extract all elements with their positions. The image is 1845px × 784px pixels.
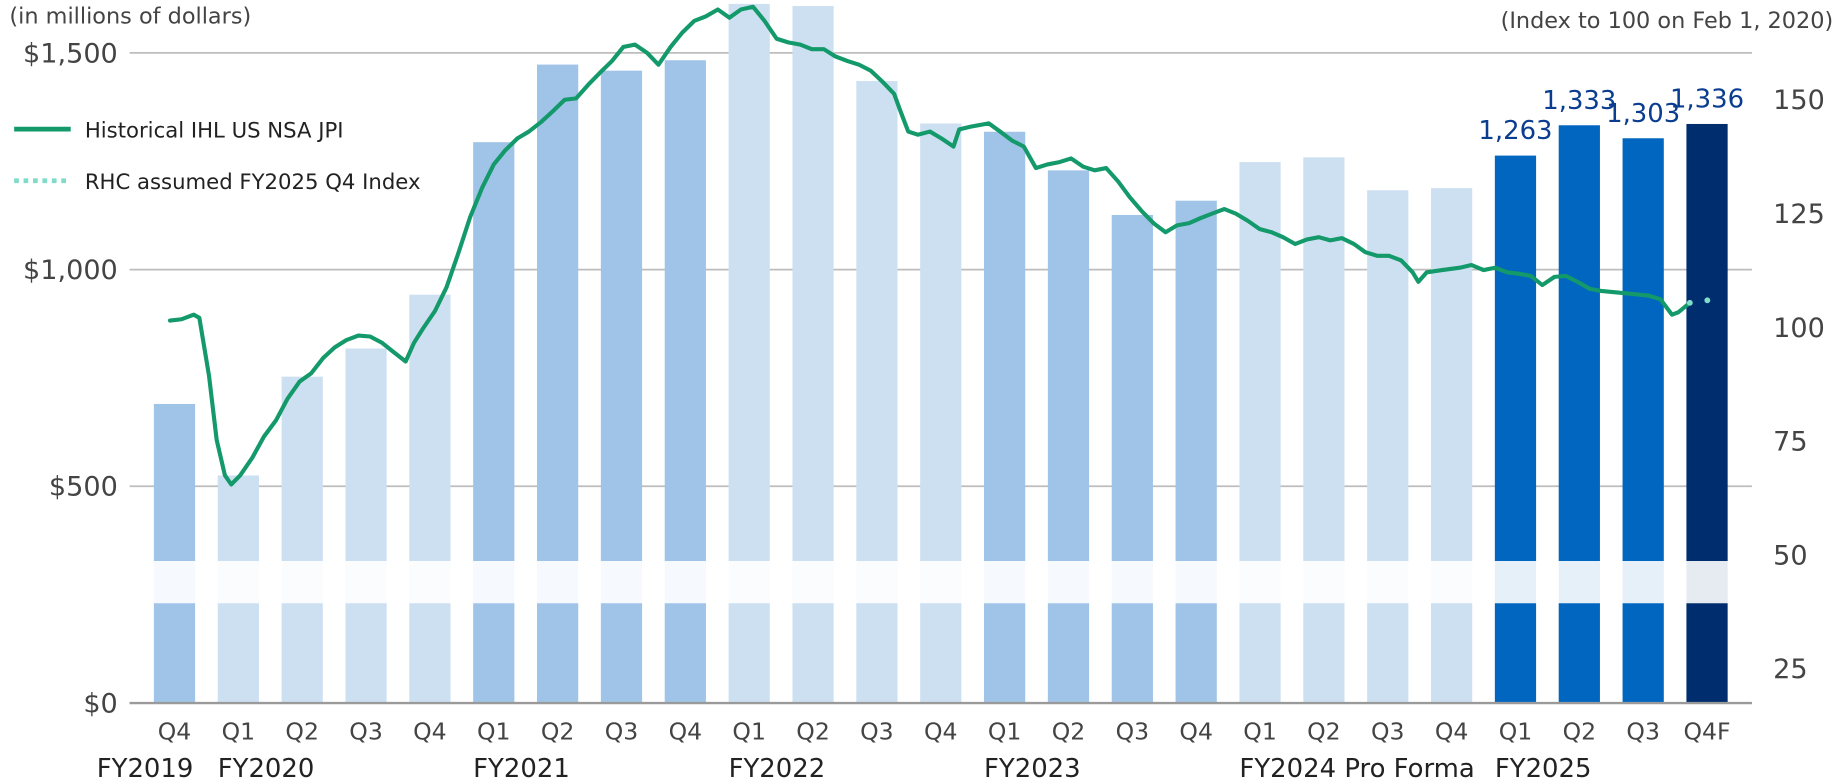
x-tick-label: Q3 <box>1116 717 1150 745</box>
y-tick-label: $1,000 <box>23 255 118 286</box>
bar <box>409 294 451 704</box>
x-tick-label: Q1 <box>1243 717 1277 745</box>
bar <box>1175 200 1217 704</box>
bar <box>1111 214 1153 704</box>
bar <box>1494 155 1537 704</box>
x-tick-label: Q3 <box>1626 717 1660 745</box>
group-label: FY2019 <box>97 754 194 784</box>
group-label: FY2023 <box>984 754 1081 784</box>
bar <box>1367 190 1409 704</box>
bar <box>1686 123 1728 704</box>
bar <box>473 142 515 704</box>
x-tick-label: Q1 <box>988 717 1022 745</box>
bar-value-label: 1,263 <box>1478 116 1552 146</box>
x-tick-label: Q2 <box>1052 717 1086 745</box>
x-tick-label: Q4 <box>158 717 192 745</box>
series-line <box>167 4 1692 487</box>
x-tick-label: Q2 <box>1563 717 1597 745</box>
group-label: FY2020 <box>218 754 315 784</box>
x-tick-label: Q3 <box>605 717 639 745</box>
series-line <box>1686 295 1725 306</box>
x-tick-label: Q1 <box>732 717 766 745</box>
axis-break <box>142 561 1754 604</box>
bar <box>1047 170 1090 704</box>
y2-tick-label: 100 <box>1773 313 1825 344</box>
x-tick-label: Q2 <box>796 717 830 745</box>
y-tick-label: $500 <box>49 472 118 503</box>
right-axis-note: (Index to 100 on Feb 1, 2020) <box>1501 8 1834 34</box>
bar <box>537 64 579 704</box>
x-tick-label: Q3 <box>1371 717 1405 745</box>
y-tick-label: $0 <box>83 688 117 719</box>
bar <box>984 131 1026 704</box>
y2-tick-label: 75 <box>1773 427 1807 458</box>
x-tick-label: Q4 <box>669 717 703 745</box>
bar <box>345 348 387 704</box>
bar-value-label: 1,303 <box>1606 99 1680 129</box>
x-tick-label: Q4 <box>1179 717 1213 745</box>
bar-value-label: 1,336 <box>1670 85 1744 115</box>
bar <box>664 60 706 704</box>
y2-tick-label: 50 <box>1773 540 1807 571</box>
bar <box>1239 162 1281 704</box>
bar <box>856 81 898 704</box>
x-tick-label: Q4 <box>924 717 958 745</box>
x-tick-label: Q2 <box>285 717 319 745</box>
bar-value-label: 1,333 <box>1542 86 1616 116</box>
bar <box>153 403 196 704</box>
x-tick-label: Q4F <box>1684 717 1731 745</box>
x-tick-label: Q2 <box>1307 717 1341 745</box>
legend-label: RHC assumed FY2025 Q4 Index <box>85 169 421 194</box>
x-tick-label: Q3 <box>860 717 894 745</box>
x-tick-label: Q1 <box>1499 717 1533 745</box>
group-label: FY2021 <box>473 754 570 784</box>
bar <box>1622 138 1664 704</box>
bar <box>1303 157 1345 704</box>
bar <box>600 70 643 704</box>
group-label: FY2025 <box>1495 754 1592 784</box>
y2-tick-label: 25 <box>1773 654 1807 685</box>
legend-label: Historical IHL US NSA JPI <box>85 117 344 142</box>
group-label: FY2022 <box>729 754 826 784</box>
x-tick-label: Q4 <box>1435 717 1469 745</box>
group-label: FY2024 Pro Forma <box>1239 754 1474 784</box>
bar <box>920 123 962 704</box>
x-tick-label: Q2 <box>541 717 575 745</box>
x-tick-label: Q4 <box>413 717 447 745</box>
y2-tick-label: 150 <box>1773 85 1825 116</box>
y2-tick-label: 125 <box>1773 199 1825 230</box>
bar <box>1558 125 1600 704</box>
bar <box>1430 188 1473 704</box>
bar <box>281 376 323 704</box>
x-tick-label: Q1 <box>477 717 511 745</box>
x-tick-label: Q3 <box>349 717 383 745</box>
y-tick-label: $1,500 <box>23 38 118 69</box>
left-axis-note: (in millions of dollars) <box>9 4 251 30</box>
x-tick-label: Q1 <box>222 717 256 745</box>
